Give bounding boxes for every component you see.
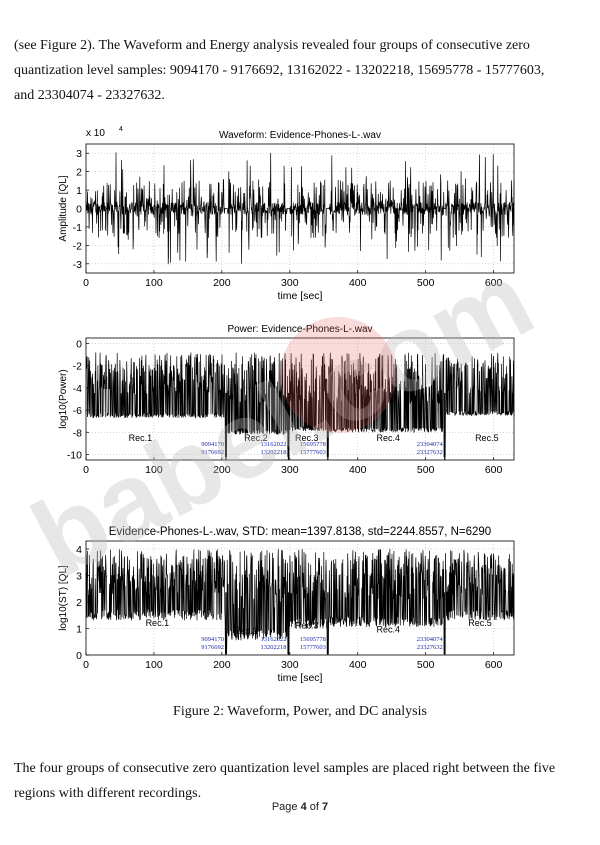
x-tick-label: 0 xyxy=(83,464,89,476)
y-tick-label: 0 xyxy=(76,339,82,351)
x-tick-label: 600 xyxy=(485,464,503,476)
footer-middle: of xyxy=(306,801,323,813)
paragraph-1: (see Figure 2). The Waveform and Energy … xyxy=(14,33,586,108)
boundary-start-label: 13162022 xyxy=(260,441,286,448)
boundary-start-label: 13162022 xyxy=(260,636,286,643)
y-tick-label: -6 xyxy=(73,405,82,417)
power-chart: Power: Evidence-Phones-L-.wav 9094170 9176… xyxy=(0,320,600,498)
x-tick-label: 200 xyxy=(213,659,231,671)
x-tick-label: 0 xyxy=(83,659,89,671)
paragraph-1-line-3: and 23304074 - 23327632. xyxy=(14,88,165,103)
region-label: Rec.1 xyxy=(146,618,170,628)
power-chart-svg: Power: Evidence-Phones-L-.wav 90941709176… xyxy=(58,324,515,476)
boundary-start-label: 23304074 xyxy=(417,636,444,643)
boundary-end-label: 15777603 xyxy=(300,644,326,651)
x-tick-label: 100 xyxy=(145,277,163,289)
y-tick-label: 1 xyxy=(76,185,82,197)
y-tick-label: -2 xyxy=(73,361,82,373)
x-tick-label: 500 xyxy=(417,277,435,289)
y-tick-label: -1 xyxy=(73,222,82,234)
boundary-end-label: 13202218 xyxy=(260,449,286,456)
y-axis-label: Amplitude [QL] xyxy=(58,175,69,241)
boundary-start-label: 9094170 xyxy=(201,636,224,643)
y-tick-label: -2 xyxy=(73,240,82,252)
x-tick-label: 400 xyxy=(349,659,367,671)
paragraph-1-line-2: quantization level samples: 9094170 - 91… xyxy=(14,63,545,78)
std-chart-svg: Evidence-Phones-L-.wav, STD: mean=1397.8… xyxy=(58,526,515,684)
signal-trace xyxy=(85,152,515,265)
y-tick-label: -10 xyxy=(67,449,82,461)
x-tick-label: 300 xyxy=(281,277,299,289)
boundary-end-label: 23327632 xyxy=(417,449,443,456)
paragraph-2: The four groups of consecutive zero quan… xyxy=(14,756,586,806)
y-tick-label: 1 xyxy=(76,623,82,635)
std-chart: Evidence-Phones-L-.wav, STD: mean=1397.8… xyxy=(0,514,600,696)
boundary-end-label: 9176692 xyxy=(201,449,224,456)
region-label: Rec.3 xyxy=(295,433,319,443)
x-tick-label: 500 xyxy=(417,659,435,671)
region-label: Rec.4 xyxy=(377,624,401,634)
x-axis-label: time [sec] xyxy=(278,672,323,684)
y-tick-label: 2 xyxy=(76,167,82,179)
x-tick-label: 100 xyxy=(145,464,163,476)
footer-total-pages: 7 xyxy=(322,801,329,813)
region-label: Rec.2 xyxy=(234,626,258,636)
y-tick-label: 0 xyxy=(76,204,82,216)
y-axis-label: log10(Power) xyxy=(58,369,69,428)
waveform-chart: Waveform: Evidence-Phones-L-.wav 0 100 200 3… xyxy=(0,122,600,312)
y-tick-label: 0 xyxy=(76,650,82,662)
paragraph-1-line-1: (see Figure 2). The Waveform and Energy … xyxy=(14,38,530,53)
signal-trace xyxy=(85,548,515,655)
boundary-start-label: 23304074 xyxy=(417,441,444,448)
waveform-chart-svg: Waveform: Evidence-Phones-L-.wav 0 100 200 3… xyxy=(58,126,515,302)
region-label: Rec.2 xyxy=(244,433,268,443)
x-tick-label: 400 xyxy=(349,277,367,289)
boundary-end-label: 23327632 xyxy=(417,644,443,651)
y-tick-label: 3 xyxy=(76,148,82,160)
figure-caption: Figure 2: Waveform, Power, and DC analys… xyxy=(173,704,427,719)
y-multiplier: x 10 xyxy=(86,128,105,139)
x-tick-label: 600 xyxy=(485,277,503,289)
x-tick-label: 300 xyxy=(281,464,299,476)
y-tick-label: -8 xyxy=(73,427,82,439)
y-tick-label: 3 xyxy=(76,570,82,582)
x-tick-label: 0 xyxy=(83,277,89,289)
x-tick-label: 400 xyxy=(349,464,367,476)
y-axis-label: log10(ST) [QL] xyxy=(58,565,69,631)
chart-title: Evidence-Phones-L-.wav, STD: mean=1397.8… xyxy=(109,526,491,538)
region-label: Rec.1 xyxy=(129,433,153,443)
region-label: Rec.4 xyxy=(377,433,401,443)
chart-title: Waveform: Evidence-Phones-L-.wav xyxy=(219,130,381,141)
plot-frame xyxy=(85,540,515,656)
region-label: Rec.3 xyxy=(295,620,319,630)
x-tick-label: 500 xyxy=(417,464,435,476)
y-tick-label: -4 xyxy=(73,383,82,395)
y-tick-label: 4 xyxy=(76,544,82,556)
boundary-end-label: 13202218 xyxy=(260,644,286,651)
page-footer: Page 4 of 7 xyxy=(0,801,600,813)
y-tick-label: -3 xyxy=(73,259,82,271)
x-tick-label: 200 xyxy=(213,464,231,476)
paragraph-2-line-2: regions with different recordings. xyxy=(14,786,202,801)
boundary-start-label: 15695778 xyxy=(300,636,326,643)
x-tick-label: 100 xyxy=(145,659,163,671)
region-label: Rec.5 xyxy=(468,618,492,628)
y-exponent: 4 xyxy=(119,126,123,133)
chart-title: Power: Evidence-Phones-L-.wav xyxy=(227,324,372,335)
footer-current-page: 4 xyxy=(300,801,307,813)
footer-prefix: Page xyxy=(271,801,301,813)
boundary-end-label: 9176692 xyxy=(201,644,224,651)
paragraph-2-line-1: The four groups of consecutive zero quan… xyxy=(14,761,556,776)
y-tick-label: 2 xyxy=(76,597,82,609)
x-axis-label: time [sec] xyxy=(278,290,323,302)
boundary-start-label: 15695778 xyxy=(300,441,326,448)
x-tick-label: 300 xyxy=(281,659,299,671)
plot-frame xyxy=(85,337,515,461)
x-tick-label: 600 xyxy=(485,659,503,671)
region-label: Rec.5 xyxy=(475,433,499,443)
x-tick-label: 200 xyxy=(213,277,231,289)
boundary-end-label: 15777603 xyxy=(300,449,326,456)
boundary-start-label: 9094170 xyxy=(201,441,224,448)
